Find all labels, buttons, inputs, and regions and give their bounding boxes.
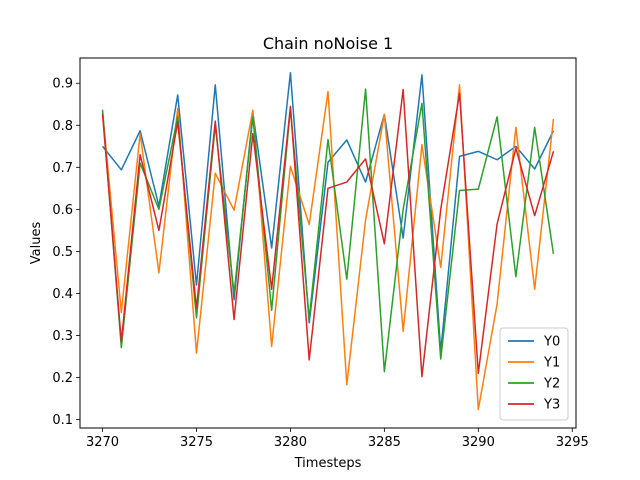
- x-tick-label: 3290: [462, 435, 495, 450]
- series-line-y3: [101, 88, 555, 378]
- y-tick-label: 0.1: [52, 413, 73, 428]
- x-axis-label: Timesteps: [294, 456, 362, 471]
- y-tick-label: 0.4: [52, 287, 73, 302]
- series-line-y0: [101, 71, 555, 353]
- legend-label: Y1: [543, 356, 560, 371]
- legend-label: Y3: [543, 398, 560, 413]
- series-line-y2: [101, 88, 555, 373]
- plot-frame: [79, 57, 577, 429]
- y-tick-label: 0.8: [52, 119, 73, 134]
- y-tick-label: 0.7: [52, 161, 73, 176]
- series-layer: [101, 71, 555, 411]
- x-tick-label: 3270: [86, 435, 119, 450]
- y-tick-label: 0.2: [52, 371, 73, 386]
- series-line-y1: [101, 84, 555, 411]
- y-tick-label: 0.6: [52, 203, 73, 218]
- legend: Y0 Y1 Y2 Y3: [499, 327, 569, 421]
- y-axis-label: Values: [29, 222, 44, 265]
- legend-frame: [499, 327, 569, 421]
- x-tick-label: 3285: [368, 435, 401, 450]
- y-tick-label: 0.9: [52, 77, 73, 92]
- y-axis: 0.1 0.2 0.3 0.4 0.5 0.6 0.7 0.8 0.9: [52, 77, 80, 428]
- legend-label: Y0: [543, 335, 560, 350]
- legend-label: Y2: [543, 377, 560, 392]
- chart-title: Chain noNoise 1: [263, 34, 393, 53]
- y-tick-label: 0.3: [52, 329, 73, 344]
- x-axis: 3270 3275 3280 3285 3290 3295: [86, 428, 589, 450]
- y-tick-label: 0.5: [52, 245, 73, 260]
- x-tick-label: 3280: [274, 435, 307, 450]
- x-tick-label: 3295: [556, 435, 589, 450]
- x-tick-label: 3275: [180, 435, 213, 450]
